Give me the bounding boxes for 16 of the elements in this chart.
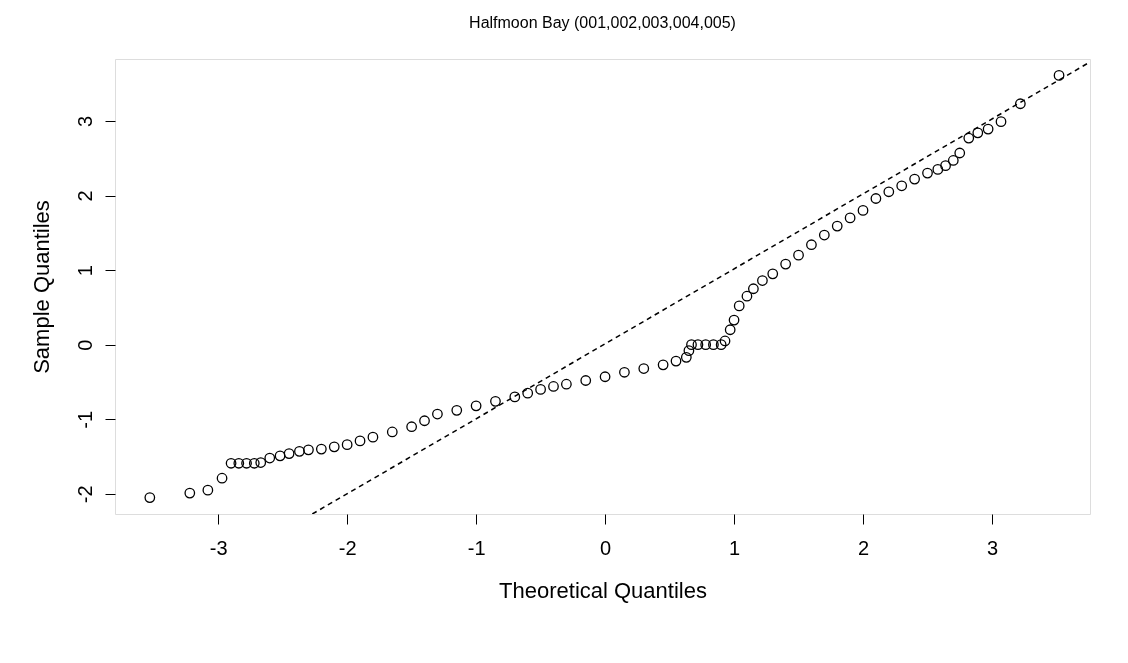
x-tick-label: 1 (728, 536, 741, 559)
x-tick-label: -1 (467, 536, 486, 559)
y-tick-label: -2 (73, 485, 96, 504)
y-tick-label: -1 (73, 410, 96, 429)
y-tick-label: 1 (73, 265, 96, 277)
y-tick-label: 0 (73, 339, 96, 351)
x-tick-label: 3 (986, 536, 999, 559)
x-tick-label: 0 (600, 536, 612, 559)
x-tick-label: -2 (338, 536, 357, 559)
y-tick-label: 2 (73, 190, 96, 202)
x-axis-title: Theoretical Quantiles (499, 577, 707, 603)
y-tick-label: 3 (73, 115, 96, 127)
x-tick-label: -3 (209, 536, 228, 559)
chart-title: Halfmoon Bay (001,002,003,004,005) (469, 14, 736, 31)
y-axis-title: Sample Quantiles (28, 200, 54, 374)
x-tick-label: 2 (857, 536, 870, 559)
